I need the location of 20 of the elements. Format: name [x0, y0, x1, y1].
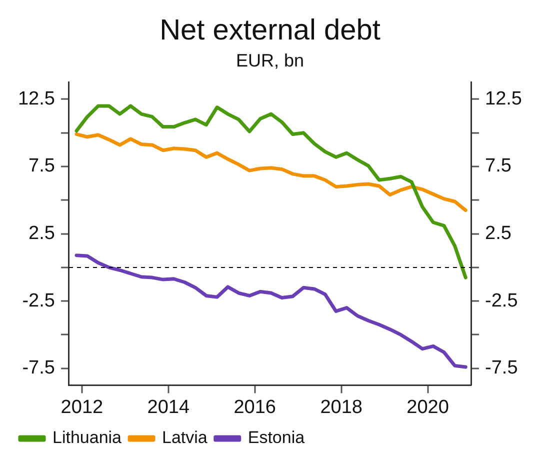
y2-tick-label: -7.5 — [485, 358, 518, 379]
y-tick-label: 7.5 — [28, 156, 55, 177]
y-tick-label: 12.5 — [18, 88, 55, 110]
legend-label: Estonia — [248, 428, 306, 448]
x-tick-label: 2018 — [320, 396, 362, 418]
chart-subtitle: EUR, bn — [236, 50, 304, 71]
x-tick-label: 2016 — [234, 396, 276, 418]
x-tick-label: 2014 — [147, 396, 190, 418]
y2-tick-label: -2.5 — [485, 290, 518, 312]
x-tick-label: 2012 — [60, 396, 104, 418]
y2-tick-label: 12.5 — [485, 88, 522, 110]
chart-title: Net external debt — [160, 14, 380, 46]
legend-label: Lithuania — [52, 428, 122, 448]
y-tick-label: 2.5 — [28, 223, 55, 244]
y-tick-label: -2.5 — [22, 290, 55, 312]
y-tick-label: -7.5 — [22, 358, 55, 379]
y2-tick-label: 7.5 — [485, 156, 512, 177]
x-tick-label: 2020 — [406, 396, 449, 418]
y2-tick-label: 2.5 — [485, 223, 512, 244]
legend-label: Latvia — [162, 428, 208, 448]
